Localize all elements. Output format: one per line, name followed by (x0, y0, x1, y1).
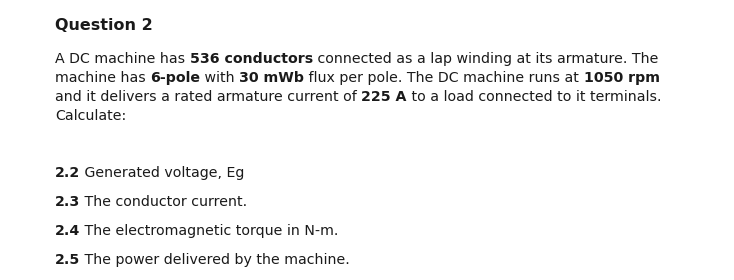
Text: machine has: machine has (55, 71, 150, 85)
Text: The electromagnetic torque in N-m.: The electromagnetic torque in N-m. (80, 224, 338, 238)
Text: and it delivers a rated armature current of: and it delivers a rated armature current… (55, 90, 361, 104)
Text: to a load connected to it terminals.: to a load connected to it terminals. (407, 90, 661, 104)
Text: A DC machine has: A DC machine has (55, 52, 189, 66)
Text: 1050 rpm: 1050 rpm (584, 71, 660, 85)
Text: 225 A: 225 A (361, 90, 407, 104)
Text: with: with (200, 71, 239, 85)
Text: 30 mWb: 30 mWb (239, 71, 305, 85)
Text: 536 conductors: 536 conductors (189, 52, 313, 66)
Text: The power delivered by the machine.: The power delivered by the machine. (80, 253, 350, 267)
Text: 2.3: 2.3 (55, 195, 80, 209)
Text: 6-pole: 6-pole (150, 71, 200, 85)
Text: Question 2: Question 2 (55, 18, 153, 33)
Text: Calculate:: Calculate: (55, 109, 126, 123)
Text: 2.2: 2.2 (55, 166, 80, 180)
Text: Generated voltage, Eg: Generated voltage, Eg (80, 166, 244, 180)
Text: The conductor current.: The conductor current. (80, 195, 247, 209)
Text: flux per pole. The DC machine runs at: flux per pole. The DC machine runs at (305, 71, 584, 85)
Text: 2.5: 2.5 (55, 253, 80, 267)
Text: connected as a lap winding at its armature. The: connected as a lap winding at its armatu… (313, 52, 658, 66)
Text: 2.4: 2.4 (55, 224, 80, 238)
